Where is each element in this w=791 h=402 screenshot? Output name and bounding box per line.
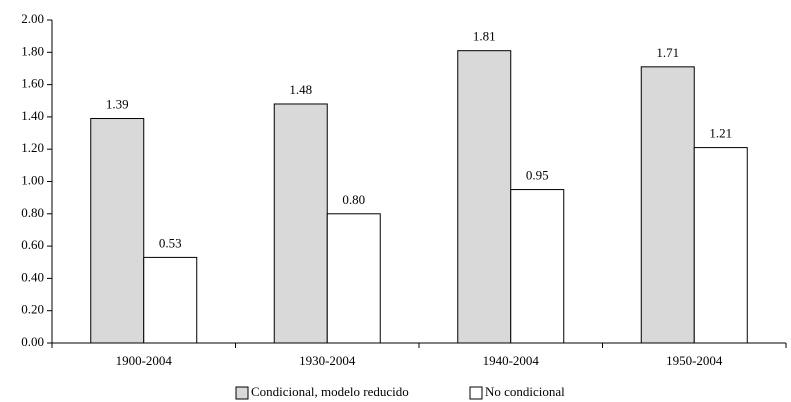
value-label: 1.48 (289, 82, 312, 97)
bar (640, 66, 695, 344)
y-tick-label: 1.80 (21, 43, 44, 58)
y-tick-label: 2.00 (21, 11, 44, 26)
y-tick-label: 1.00 (21, 172, 44, 187)
value-label: 0.95 (526, 168, 549, 183)
value-label: 1.39 (106, 96, 129, 111)
y-tick-label: 1.40 (21, 108, 44, 123)
bar (326, 213, 381, 344)
legend-label: No condicional (485, 384, 565, 399)
x-tick-label: 1930-2004 (299, 353, 356, 368)
value-label: 1.71 (656, 45, 679, 60)
bar (273, 103, 328, 344)
y-tick-label: 0.20 (21, 302, 44, 317)
legend-swatch (235, 386, 249, 400)
bar (143, 256, 198, 344)
value-label: 1.21 (709, 126, 732, 141)
y-tick-label: 0.80 (21, 205, 44, 220)
bar (693, 147, 748, 344)
value-label: 0.80 (342, 192, 365, 207)
bar (90, 118, 145, 344)
y-tick-label: 0.00 (21, 334, 44, 349)
bar (457, 50, 512, 344)
y-tick-label: 0.60 (21, 237, 44, 252)
y-tick-label: 0.40 (21, 269, 44, 284)
y-tick-label: 1.20 (21, 140, 44, 155)
value-label: 0.53 (159, 235, 182, 250)
legend-label: Condicional, modelo reducido (251, 384, 409, 399)
legend-swatch (469, 386, 483, 400)
x-tick-label: 1900-2004 (116, 353, 173, 368)
y-tick-label: 1.60 (21, 76, 44, 91)
bar (510, 189, 565, 344)
x-tick-label: 1950-2004 (666, 353, 723, 368)
value-label: 1.81 (473, 29, 496, 44)
x-tick-label: 1940-2004 (483, 353, 540, 368)
